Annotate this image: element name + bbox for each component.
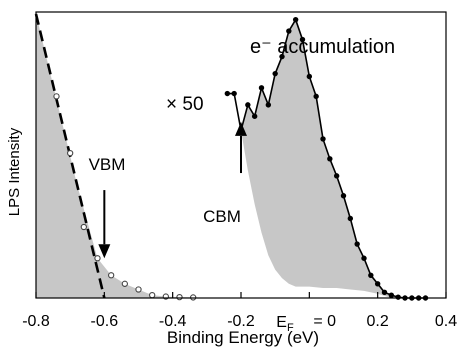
accumulation-shaded-area [241,19,399,299]
x-tick-label-0: -0.8 [22,313,50,330]
open-circle-point-7 [149,292,156,299]
filled-dot-point-11 [299,36,306,43]
filled-dot-point-15 [327,156,333,162]
open-circle-point-9 [176,293,183,301]
filled-dot-point-6 [265,102,272,108]
shaded-areas [36,14,399,299]
filled-dot-point-13 [313,93,319,100]
ylabel: LPS Intensity [6,127,23,216]
accumulation-label: e⁻ accumulation [250,36,395,58]
filled-dot-point-12 [306,73,313,80]
filled-dot-point-19 [354,241,360,247]
filled-dot-point-17 [340,193,347,199]
open-circle-point-2 [80,223,87,231]
filled-dot-point-25 [395,294,401,300]
ef-label: EF [276,314,294,334]
xlabel: Binding Energy (eV) [167,328,319,347]
open-circle-point-5 [121,280,128,287]
filled-dot-point-7 [272,70,278,77]
arrow-head-vbm [98,244,111,259]
x-tick-label-3: -0.2 [227,313,255,330]
filled-dot-point-3 [245,102,251,108]
filled-dot-point-9 [286,28,292,34]
filled-dot-point-24 [388,292,395,298]
filled-dot-point-14 [320,136,326,142]
open-circle-point-6 [135,286,142,293]
x-tick-label-5: 0.2 [367,313,389,330]
x-tick-label-1: -0.6 [91,313,119,330]
open-circle-point-4 [108,272,115,279]
x-tick-label-6: 0.4 [435,313,457,330]
filled-dot-point-18 [347,215,354,222]
vbm-label: VBM [89,155,126,174]
annotation-arrows [98,121,247,259]
arrow-head-cbm [235,121,247,136]
scale-factor-label: × 50 [166,94,204,115]
filled-dot-point-23 [381,289,388,296]
x-tick-label-2: -0.4 [159,313,187,330]
data-markers [53,16,429,301]
axis-ticks: -0.8 -0.6 -0.4 -0.2 = 0 0.2 0.4 [22,292,457,330]
ef-label-base: E [276,314,287,331]
filled-dot-point-20 [361,255,367,261]
filled-dot-point-0 [224,90,231,97]
filled-dot-point-1 [231,90,237,97]
filled-dot-point-4 [251,113,258,119]
ef-label-sub: F [287,322,294,334]
open-circle-point-3 [94,255,101,262]
cbm-label: CBM [203,207,241,226]
filled-dot-point-21 [368,272,374,278]
open-circle-point-0 [53,93,60,100]
filled-dot-point-16 [333,173,340,179]
filled-dot-point-10 [292,16,299,23]
filled-dot-point-22 [374,281,381,287]
x-tick-label-4: = 0 [313,313,336,330]
vb-shaded-area [36,14,194,298]
filled-dot-point-5 [258,85,265,91]
open-circle-point-1 [67,150,74,157]
filled-dot-point-8 [279,53,285,60]
